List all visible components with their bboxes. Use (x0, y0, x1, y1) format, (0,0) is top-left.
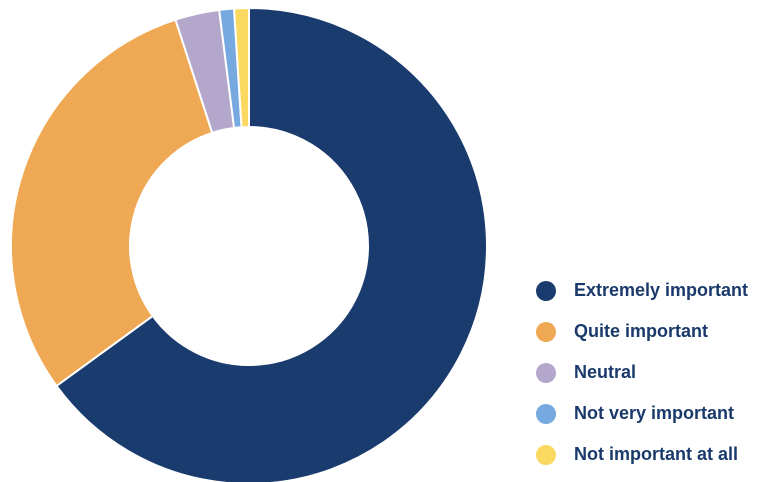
slice-not-important-at-all (232, 6, 250, 129)
legend-item: Not very important (536, 393, 748, 434)
legend-swatch-icon (536, 403, 556, 424)
legend-label: Not very important (574, 403, 735, 423)
legend-label: Quite important (574, 321, 708, 341)
legend-swatch-icon (536, 362, 556, 383)
legend-item: Neutral (536, 352, 748, 393)
slice-quite-important (10, 18, 214, 388)
legend-swatch-icon (536, 444, 556, 465)
slice-extremely-important (55, 6, 488, 482)
legend-item: Quite important (536, 311, 748, 352)
legend-label: Not important at all (574, 444, 739, 464)
legend-item: Not important at all (536, 434, 748, 475)
legend-item: Extremely important (536, 270, 748, 311)
legend: Extremely important Quite important Neutra… (536, 270, 748, 475)
legend-label: Extremely important (574, 280, 749, 300)
legend-swatch-icon (536, 321, 556, 342)
legend-swatch-icon (536, 280, 556, 301)
legend-label: Neutral (574, 362, 637, 382)
